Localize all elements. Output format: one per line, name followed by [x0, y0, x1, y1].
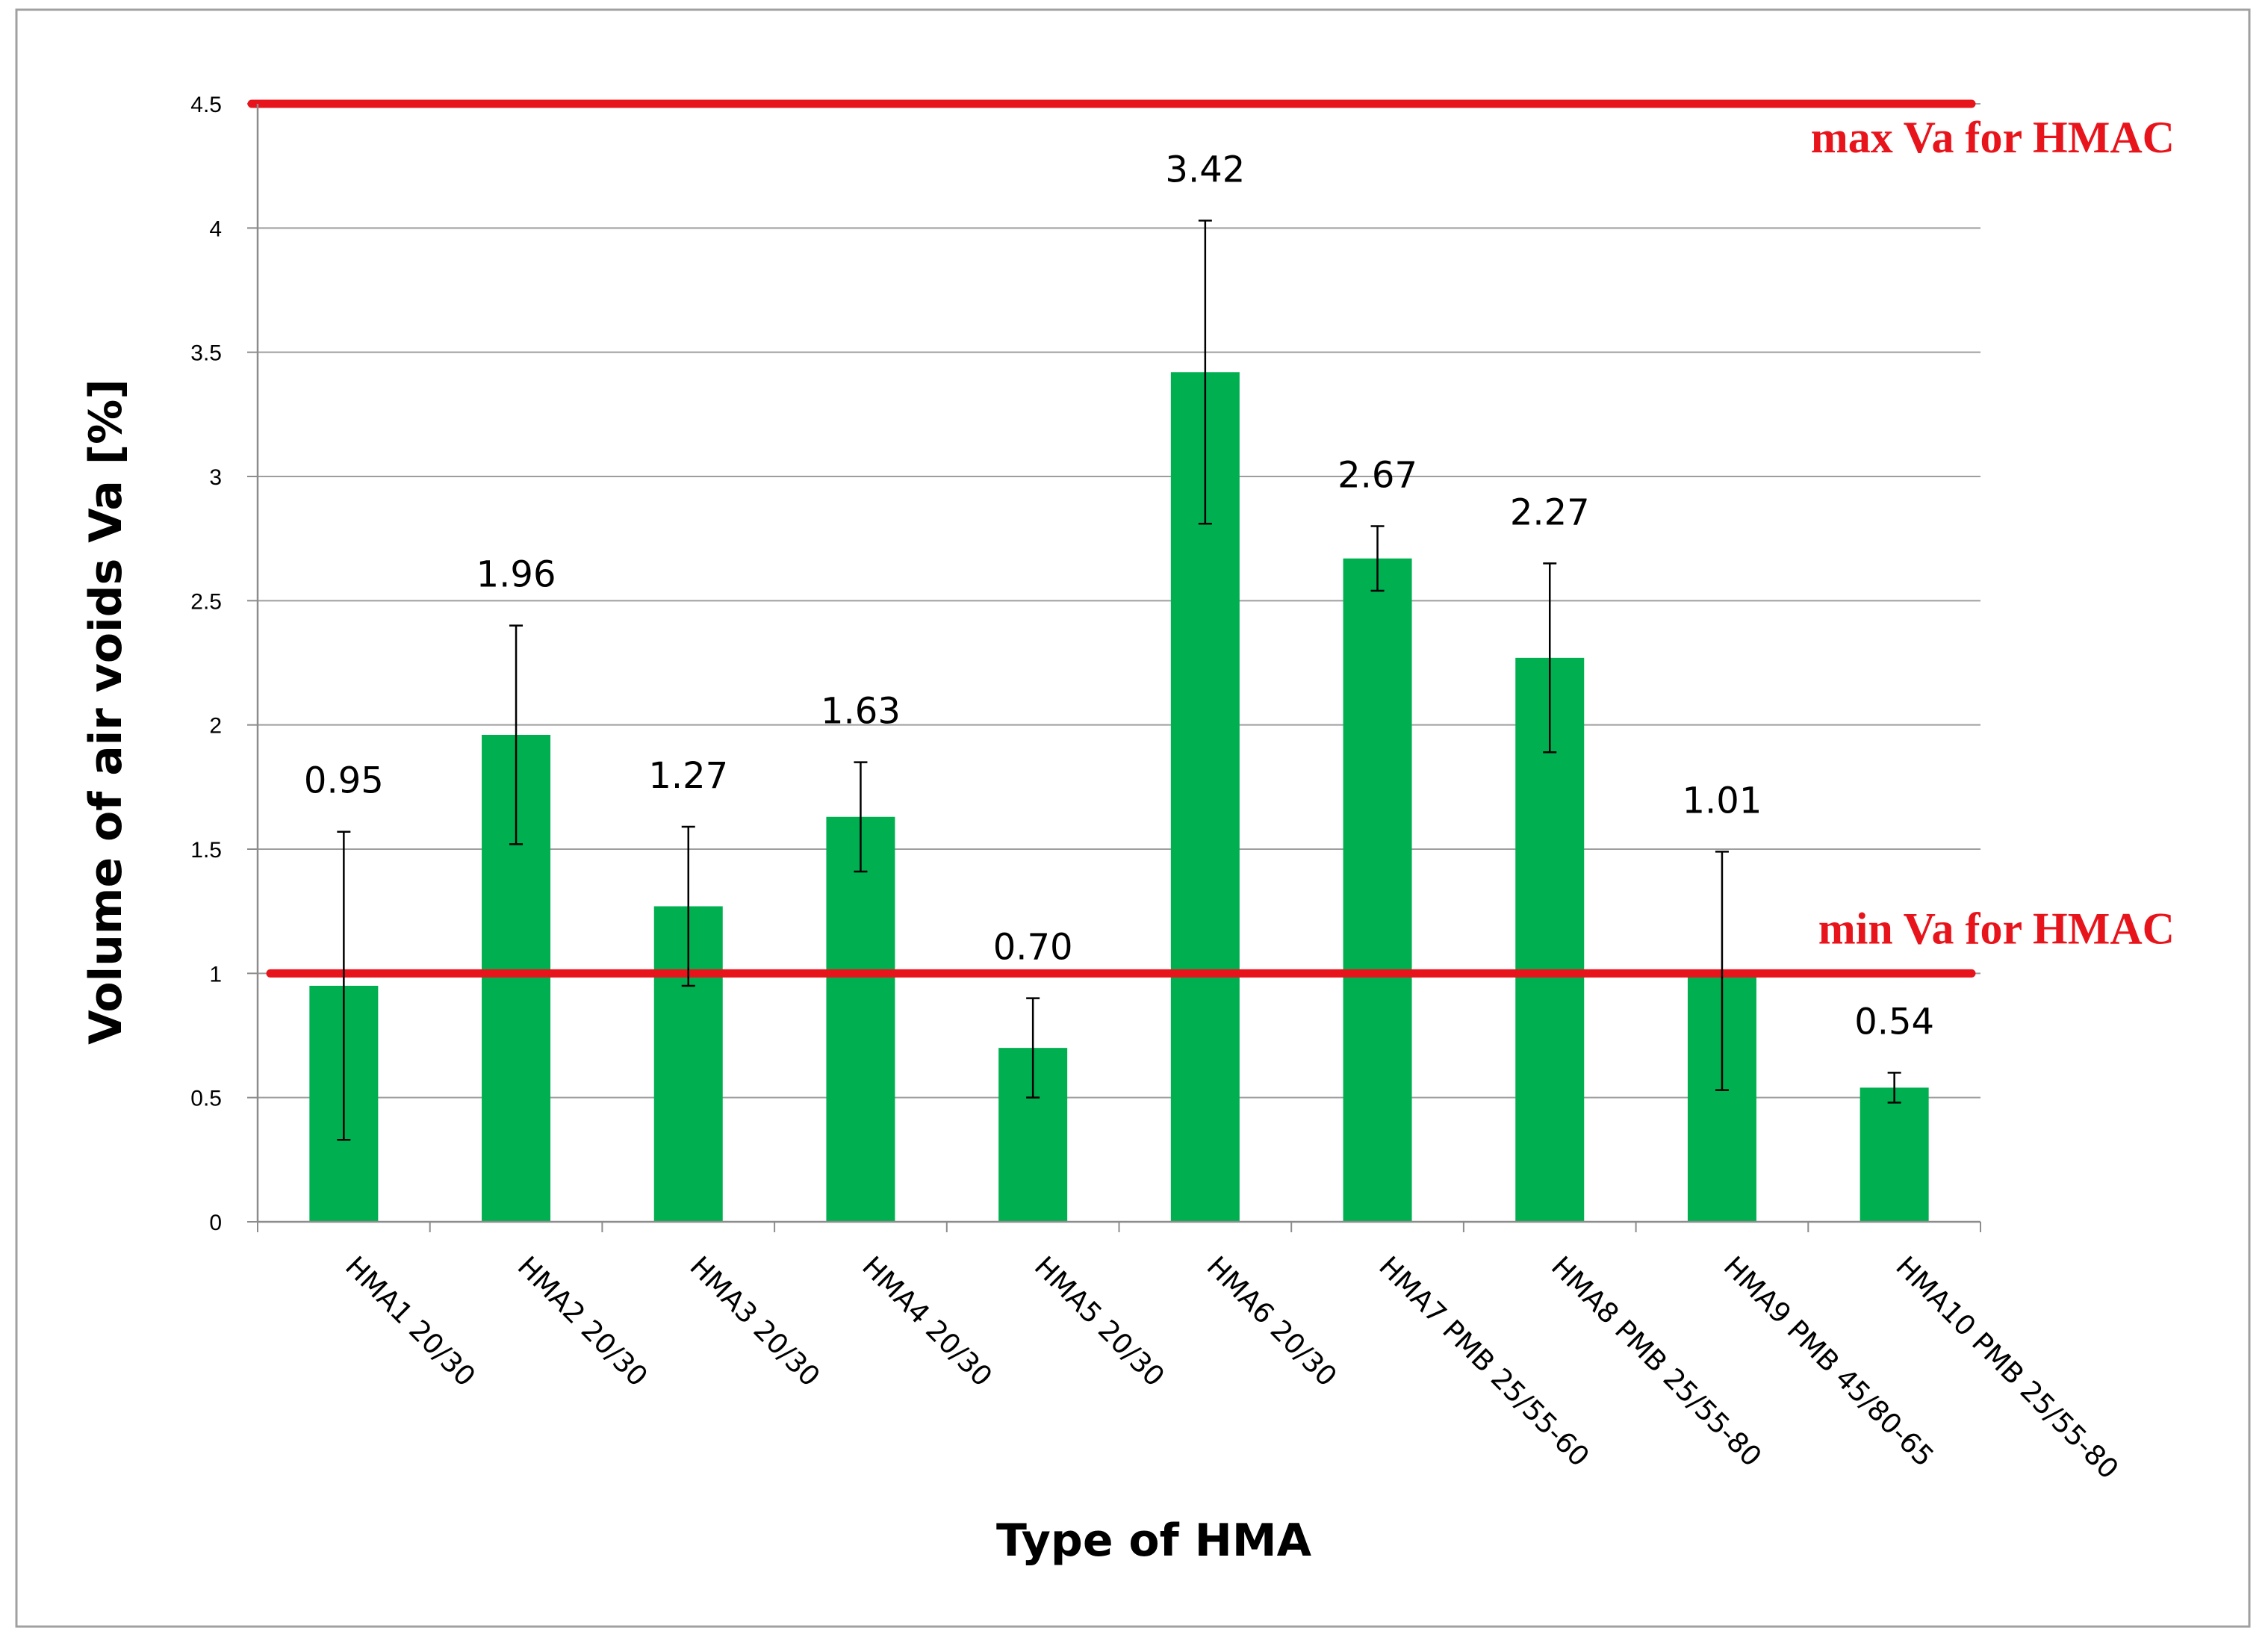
value-label: 2.27 [1510, 491, 1590, 533]
y-tick-label: 1.5 [190, 838, 222, 863]
value-label: 2.67 [1338, 455, 1417, 497]
y-axis-ticks: 0 0.5 1 1.5 2 2.5 3 3.5 4 4.5 [190, 93, 258, 1235]
value-label: 1.63 [821, 691, 901, 733]
value-label: 1.01 [1683, 780, 1762, 822]
y-tick-label: 2 [209, 714, 222, 739]
y-tick-label: 4.5 [190, 93, 222, 117]
bar [1343, 558, 1412, 1222]
bar [826, 816, 895, 1222]
y-tick-label: 0.5 [190, 1087, 222, 1111]
x-axis-ticks [257, 1222, 1981, 1232]
y-tick-label: 0 [209, 1211, 222, 1235]
reference-label-max: max Va for HMAC [1811, 113, 2175, 162]
error-bars [337, 220, 1901, 1141]
bar [1860, 1087, 1929, 1222]
y-tick-label: 4 [209, 217, 222, 241]
value-labels: 0.95 1.96 1.27 1.63 0.70 3.42 2.67 2.27 1.01 0.54 [304, 149, 1934, 1043]
reference-label-min: min Va for HMAC [1818, 904, 2175, 953]
value-label: 1.27 [648, 755, 728, 797]
y-tick-label: 3.5 [190, 341, 222, 366]
x-axis-title: Type of HMA [996, 1515, 1312, 1567]
bars [309, 372, 1929, 1222]
reference-lines: max Va for HMAC min Va for HMAC [247, 99, 2175, 978]
value-label: 0.95 [304, 760, 384, 802]
y-tick-label: 2.5 [190, 589, 222, 614]
chart-frame [15, 8, 2251, 1628]
y-axis-title: Volume of air voids Va [%] [80, 379, 132, 1044]
value-label: 0.54 [1854, 1001, 1934, 1043]
y-tick-label: 1 [209, 962, 222, 987]
value-label: 3.42 [1165, 149, 1245, 190]
value-label: 1.96 [476, 554, 556, 596]
y-tick-label: 3 [209, 465, 222, 490]
value-label: 0.70 [993, 927, 1073, 969]
